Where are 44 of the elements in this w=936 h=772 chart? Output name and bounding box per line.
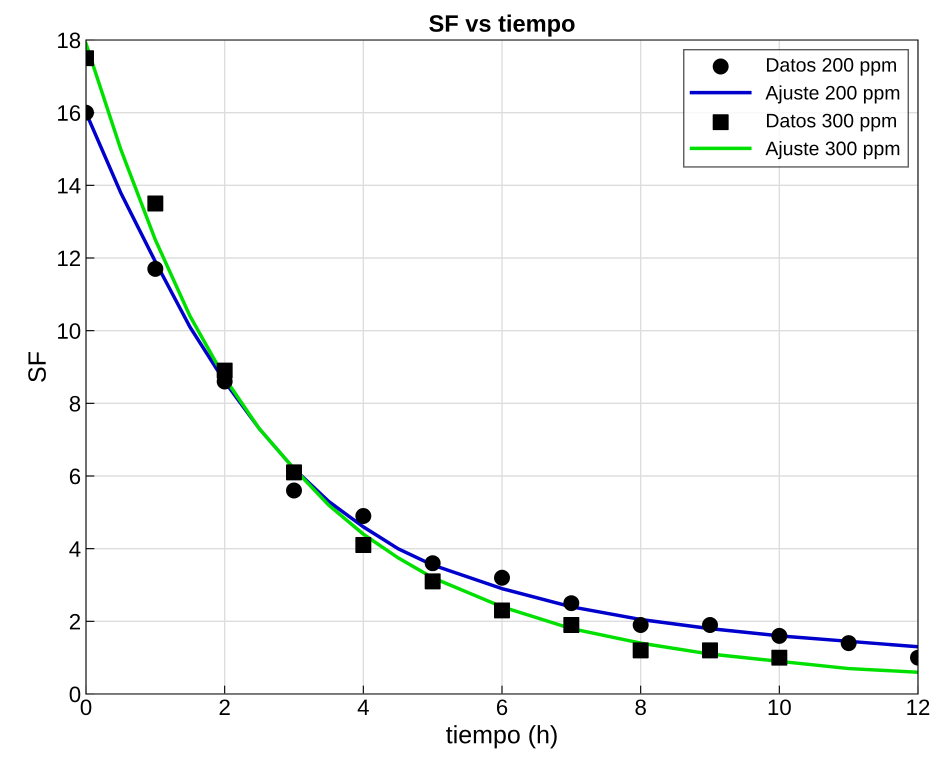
y-tick-label: 4 bbox=[69, 541, 80, 557]
point bbox=[771, 628, 788, 644]
x-tick-label: 2 bbox=[220, 699, 230, 715]
x-tick-label: 6 bbox=[496, 699, 508, 716]
point bbox=[632, 642, 649, 658]
y-tick-label: 10 bbox=[58, 323, 80, 339]
x-tick-label: 10 bbox=[768, 699, 791, 716]
y-tick-label: 2 bbox=[70, 614, 80, 630]
y-axis-title: SF bbox=[28, 352, 46, 382]
x-tick-label: 12 bbox=[907, 699, 930, 715]
legend-label: Ajuste 300 ppm bbox=[765, 141, 900, 160]
point bbox=[563, 616, 580, 633]
point bbox=[286, 464, 302, 480]
point bbox=[147, 196, 164, 212]
y-tick-label: 16 bbox=[58, 105, 80, 121]
point bbox=[840, 635, 857, 652]
point bbox=[632, 616, 649, 633]
x-tick-label: 4 bbox=[358, 700, 369, 715]
point bbox=[424, 573, 441, 590]
point bbox=[702, 642, 718, 658]
y-tick-label: 0 bbox=[70, 686, 80, 702]
point bbox=[355, 508, 372, 524]
point bbox=[216, 362, 233, 379]
legend-label: Datos 300 ppm bbox=[766, 114, 896, 132]
point bbox=[771, 650, 788, 666]
y-tick-label: 6 bbox=[70, 468, 80, 484]
point bbox=[147, 260, 164, 277]
y-tick-label: 8 bbox=[70, 396, 80, 412]
y-tick-label: 18 bbox=[58, 32, 80, 48]
point bbox=[563, 595, 580, 612]
x-tick-label: 8 bbox=[635, 699, 646, 716]
chart-title: SF vs tiempo bbox=[429, 14, 575, 37]
y-tick-label: 14 bbox=[58, 178, 80, 194]
point bbox=[494, 570, 510, 586]
y-tick-label: 12 bbox=[58, 250, 80, 266]
x-axis-title: tiempo (h) bbox=[446, 725, 557, 748]
legend-label: Ajuste 200 ppm bbox=[765, 85, 900, 104]
point bbox=[286, 482, 302, 499]
legend-label: Datos 200 ppm bbox=[766, 58, 896, 76]
point bbox=[494, 602, 510, 618]
point bbox=[424, 555, 441, 572]
x-tick-label: 0 bbox=[80, 699, 92, 716]
point bbox=[702, 616, 718, 633]
point bbox=[355, 537, 372, 554]
